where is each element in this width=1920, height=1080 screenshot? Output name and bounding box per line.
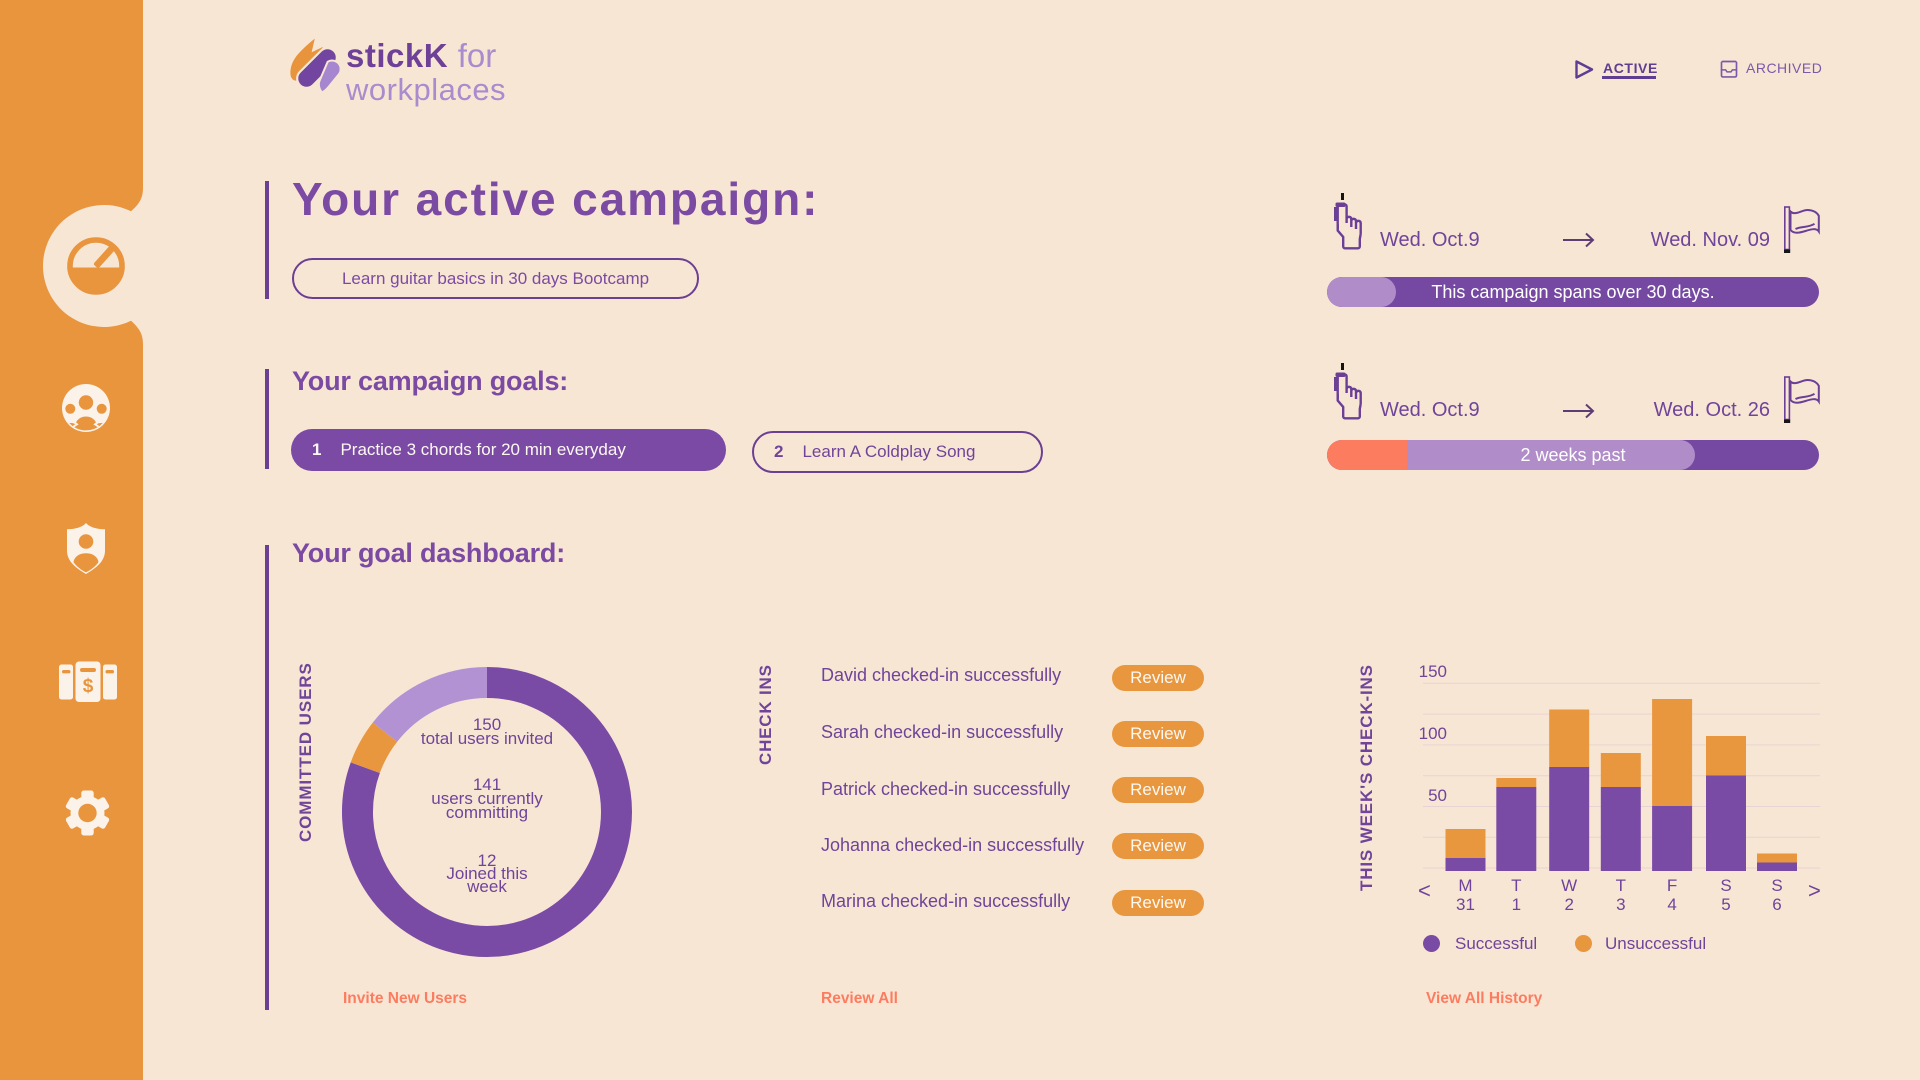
- svg-text:$: $: [83, 676, 94, 697]
